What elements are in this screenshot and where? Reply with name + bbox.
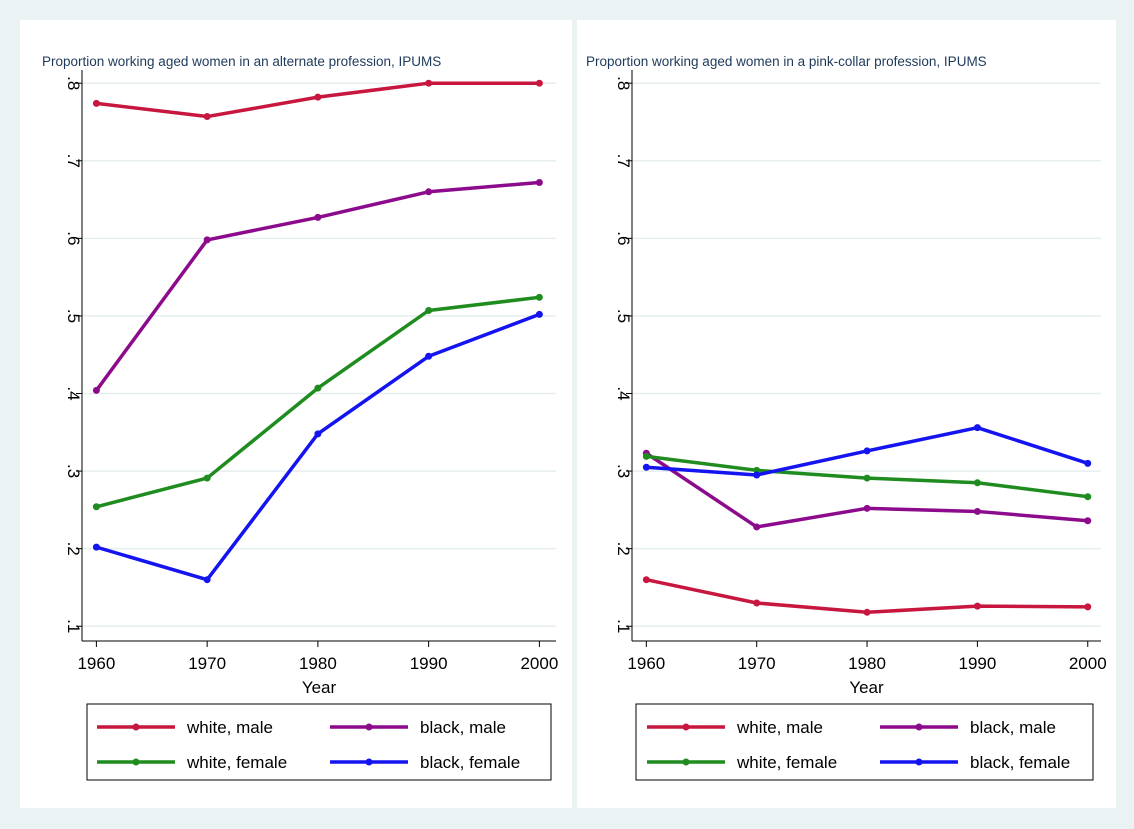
point xyxy=(425,307,433,315)
point xyxy=(973,424,981,432)
y-tick-label: .3 xyxy=(64,464,83,478)
legend-marker xyxy=(915,758,923,766)
y-tick-label: .1 xyxy=(614,619,633,633)
point xyxy=(863,608,871,616)
point xyxy=(203,474,211,482)
point xyxy=(314,213,322,221)
legend-label: black, male xyxy=(970,718,1056,737)
point xyxy=(642,452,650,460)
legend-label: white, male xyxy=(186,718,273,737)
legend-marker xyxy=(682,758,690,766)
point xyxy=(535,293,543,301)
y-tick-label: .8 xyxy=(64,76,83,90)
point xyxy=(92,386,100,394)
y-tick-label: .7 xyxy=(614,154,633,168)
y-tick-label: .6 xyxy=(614,231,633,245)
legend-label: white, female xyxy=(736,753,837,772)
x-tick-label: 1980 xyxy=(299,654,337,673)
panel xyxy=(577,20,1116,808)
point xyxy=(92,543,100,551)
point xyxy=(535,79,543,87)
point xyxy=(314,93,322,101)
x-tick-label: 2000 xyxy=(1069,654,1107,673)
point xyxy=(1084,517,1092,525)
legend-label: black, female xyxy=(970,753,1070,772)
legend-label: white, female xyxy=(186,753,287,772)
y-tick-label: .6 xyxy=(64,231,83,245)
x-axis-label: Year xyxy=(849,678,884,697)
y-tick-label: .5 xyxy=(614,309,633,323)
point xyxy=(1084,493,1092,501)
x-tick-label: 1960 xyxy=(627,654,665,673)
x-axis-label: Year xyxy=(302,678,337,697)
chart-title: Proportion working aged women in an alte… xyxy=(42,54,441,69)
y-tick-label: .1 xyxy=(64,619,83,633)
panel xyxy=(20,20,572,808)
point xyxy=(973,479,981,487)
point xyxy=(425,352,433,360)
point xyxy=(314,430,322,438)
point xyxy=(973,507,981,515)
legend-marker xyxy=(365,723,373,731)
point xyxy=(314,384,322,392)
point xyxy=(973,602,981,610)
point xyxy=(753,599,761,607)
point xyxy=(753,471,761,479)
y-tick-label: .5 xyxy=(64,309,83,323)
point xyxy=(425,188,433,196)
chart-title: Proportion working aged women in a pink-… xyxy=(586,54,987,69)
y-tick-label: .2 xyxy=(614,542,633,556)
x-tick-label: 1990 xyxy=(410,654,448,673)
point xyxy=(1084,603,1092,611)
legend-label: white, male xyxy=(736,718,823,737)
point xyxy=(863,474,871,482)
point xyxy=(92,99,100,107)
point xyxy=(425,79,433,87)
legend-label: black, female xyxy=(420,753,520,772)
legend-marker xyxy=(132,723,140,731)
point xyxy=(203,576,211,584)
y-tick-label: .7 xyxy=(64,154,83,168)
point xyxy=(92,503,100,511)
legend-marker xyxy=(915,723,923,731)
x-tick-label: 1980 xyxy=(848,654,886,673)
y-tick-label: .4 xyxy=(614,386,633,400)
x-tick-label: 2000 xyxy=(520,654,558,673)
y-tick-label: .4 xyxy=(64,386,83,400)
x-tick-label: 1970 xyxy=(738,654,776,673)
legend-label: black, male xyxy=(420,718,506,737)
point xyxy=(863,447,871,455)
x-tick-label: 1990 xyxy=(958,654,996,673)
point xyxy=(535,310,543,318)
point xyxy=(642,576,650,584)
point xyxy=(535,178,543,186)
legend-marker xyxy=(132,758,140,766)
point xyxy=(203,236,211,244)
legend-marker xyxy=(365,758,373,766)
legend-marker xyxy=(682,723,690,731)
point xyxy=(203,113,211,121)
y-tick-label: .3 xyxy=(614,464,633,478)
point xyxy=(642,463,650,471)
y-tick-label: .2 xyxy=(64,542,83,556)
x-tick-label: 1960 xyxy=(77,654,115,673)
point xyxy=(753,523,761,531)
y-tick-label: .8 xyxy=(614,76,633,90)
point xyxy=(1084,459,1092,467)
x-tick-label: 1970 xyxy=(188,654,226,673)
legend-box xyxy=(86,703,552,781)
legend-box xyxy=(635,703,1094,781)
point xyxy=(863,504,871,512)
